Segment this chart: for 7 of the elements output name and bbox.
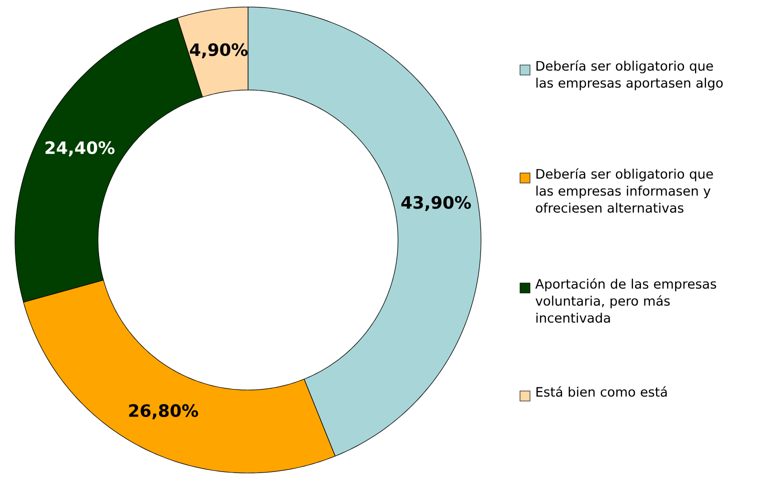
legend-label: Debería ser obligatorio que las empresas aportasen algo bbox=[536, 60, 723, 90]
legend-label: Está bien como está bbox=[536, 386, 667, 397]
legend-label: Debería ser obligatorio que las empresas informasen y ofreciesen alternativas bbox=[536, 168, 713, 213]
data-label: 24,40% bbox=[46, 141, 114, 156]
data-label: 26,80% bbox=[129, 404, 198, 420]
legend-label: Aportación de las empresas voluntaria, pero más incentivada bbox=[535, 278, 716, 323]
data-label: 43,90% bbox=[401, 196, 471, 212]
